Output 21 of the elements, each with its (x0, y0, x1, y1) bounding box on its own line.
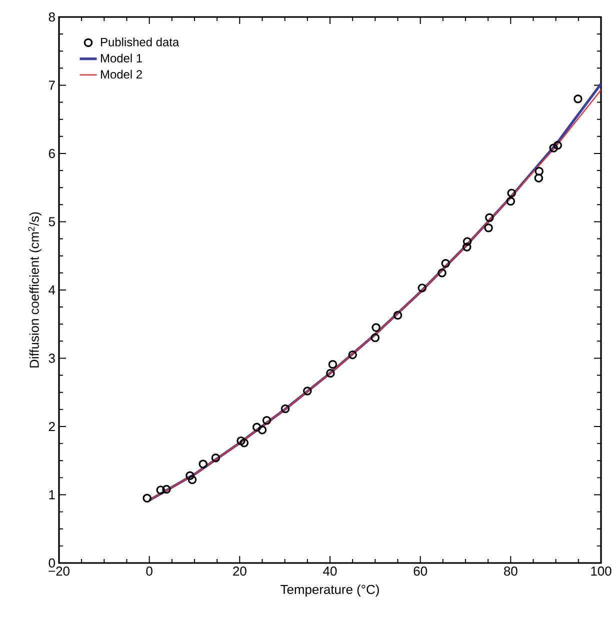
y-tick-label: 5 (48, 217, 55, 226)
x-tick-label: 60 (414, 566, 428, 576)
x-tick-label: 80 (504, 566, 518, 576)
y-tick-label: 6 (48, 148, 55, 158)
x-tick-label: 20 (233, 566, 246, 576)
y-tick-label: 0 (48, 558, 55, 568)
x-axis-title: Temperature (°C) (280, 584, 379, 597)
y-axis-title: Diffusion coefficient (cm$^{2}$/s) (28, 212, 42, 368)
x-tick-label: 40 (323, 566, 337, 576)
legend-label: Published data (101, 38, 180, 46)
legend-label: Model 2 (101, 70, 142, 79)
y-tick-label: 2 (48, 422, 55, 432)
y-tick-label: 8 (48, 12, 55, 22)
legend-label: Model 1 (101, 54, 142, 62)
y-tick-label: 3 (48, 354, 55, 363)
y-tick-label: 1 (49, 490, 55, 500)
x-tick-label: 100 (591, 566, 612, 576)
x-tick-label: 0 (146, 566, 152, 576)
y-tick-label: 7 (48, 80, 55, 90)
x-tick-label: −20 (48, 566, 70, 576)
y-tick-label: 4 (48, 286, 56, 294)
